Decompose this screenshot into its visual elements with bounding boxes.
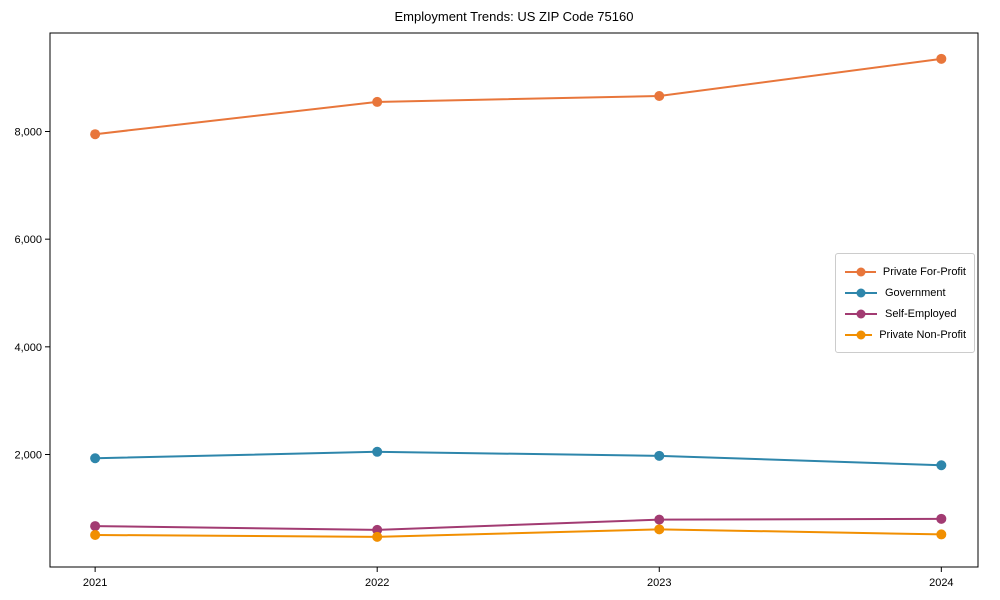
data-point-private-for-profit-2023 — [654, 90, 665, 101]
legend-label: Private Non-Profit — [879, 328, 966, 341]
legend-line-marker-icon — [845, 267, 876, 276]
data-point-self-employed-2021 — [90, 521, 101, 532]
x-tick-label: 2022 — [365, 577, 389, 589]
legend-line-marker-icon — [845, 309, 877, 318]
data-point-private-for-profit-2024 — [936, 53, 947, 64]
x-tick-label: 2024 — [929, 577, 953, 589]
data-point-government-2024 — [936, 460, 947, 471]
data-point-government-2021 — [90, 453, 101, 464]
data-point-self-employed-2022 — [372, 524, 383, 535]
data-point-private-non-profit-2023 — [654, 524, 665, 535]
chart-title: Employment Trends: US ZIP Code 75160 — [394, 9, 634, 24]
series-line-private-for-profit — [95, 57, 942, 136]
legend-item: Government — [844, 282, 966, 303]
data-point-government-2023 — [654, 450, 665, 461]
legend: Private For-Profit Government Self-Emplo… — [835, 253, 975, 353]
x-tick-label: 2023 — [647, 577, 671, 589]
legend-label: Government — [885, 286, 946, 299]
legend-label: Private For-Profit — [882, 265, 966, 278]
y-tick-label: 6,000 — [14, 234, 42, 246]
data-point-private-for-profit-2022 — [372, 96, 383, 107]
legend-item: Private For-Profit — [844, 261, 966, 282]
legend-item: Self-Employed — [844, 303, 966, 324]
legend-line-marker-icon — [845, 288, 877, 297]
series-line-government — [95, 450, 942, 467]
data-point-private-non-profit-2024 — [936, 529, 947, 540]
y-tick-label: 8,000 — [14, 127, 42, 139]
plot-frame — [49, 32, 979, 568]
data-point-private-non-profit-2022 — [372, 531, 383, 542]
data-point-private-non-profit-2021 — [90, 529, 101, 540]
data-point-self-employed-2023 — [654, 514, 665, 525]
legend-line-marker-icon — [845, 330, 873, 339]
y-tick-label: 4,000 — [14, 342, 42, 354]
legend-item: Private Non-Profit — [844, 324, 966, 345]
data-point-self-employed-2024 — [936, 513, 947, 524]
series-line-self-employed — [95, 517, 942, 531]
data-point-private-for-profit-2021 — [90, 129, 101, 140]
legend-label: Self-Employed — [885, 307, 957, 320]
data-point-government-2022 — [372, 446, 383, 457]
x-tick-label: 2021 — [83, 577, 107, 589]
series-line-private-non-profit — [95, 528, 942, 538]
y-tick-label: 2,000 — [14, 449, 42, 461]
